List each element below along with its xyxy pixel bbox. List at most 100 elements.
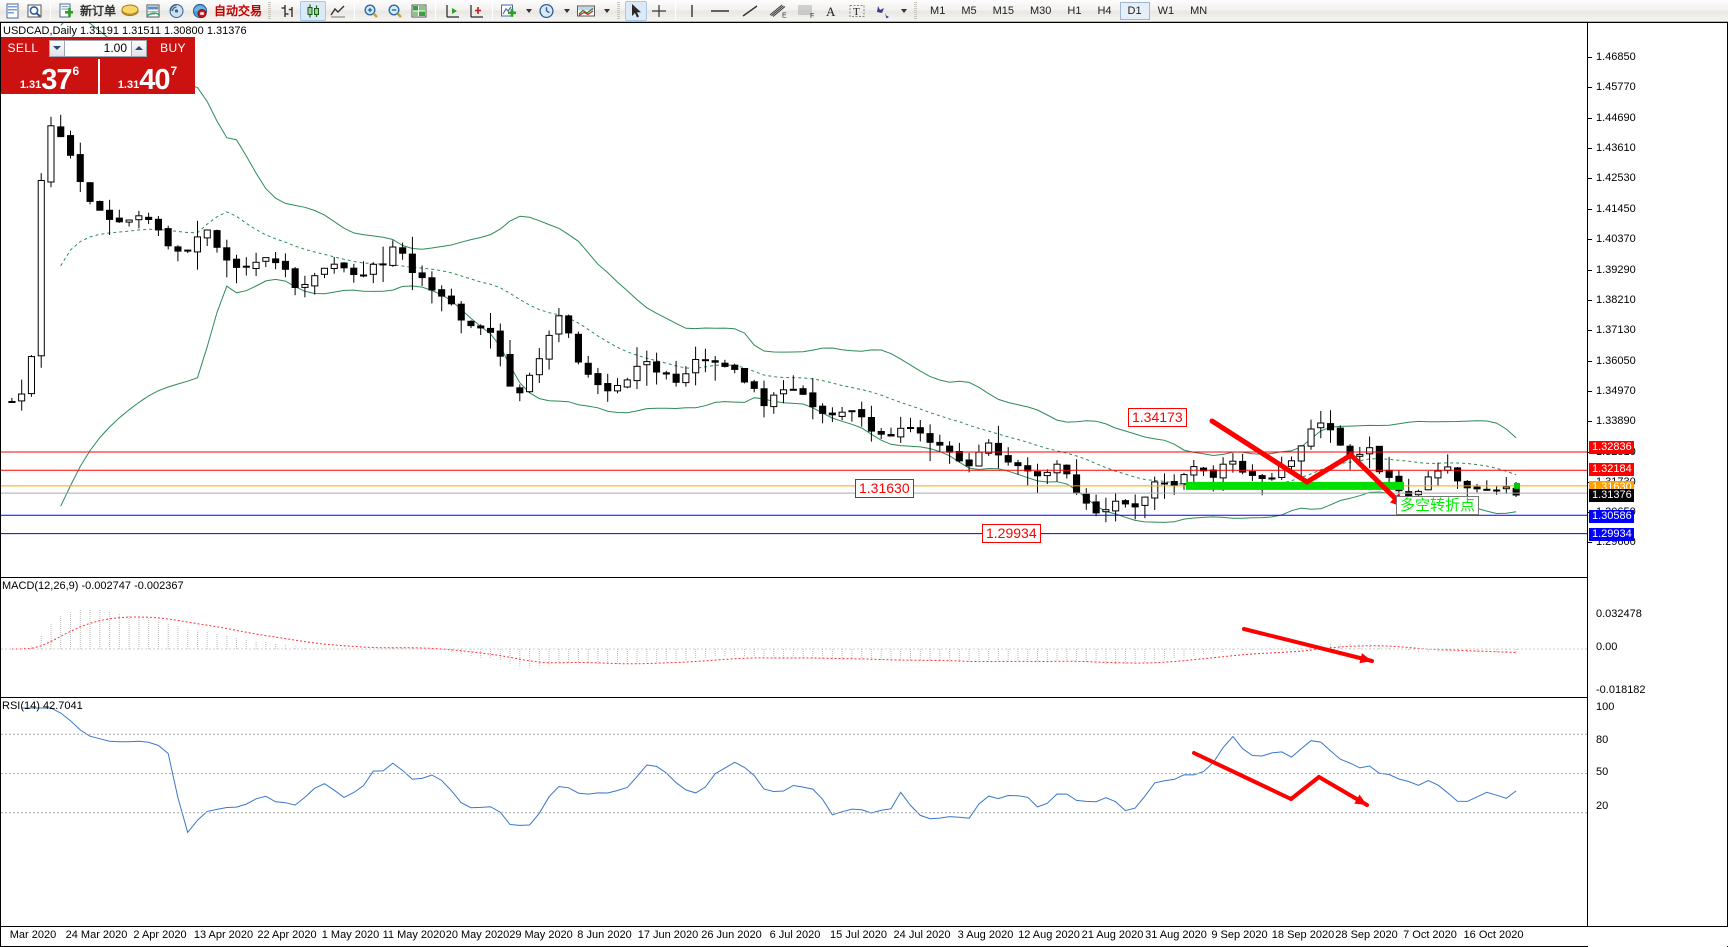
auto-trading-label[interactable]: 自动交易 (214, 4, 263, 18)
auto-trading-icon[interactable] (188, 1, 212, 21)
macd-pane[interactable]: MACD(12,26,9) -0.002747 -0.002367 (1, 579, 1588, 696)
objects-dropdown-icon[interactable] (896, 1, 910, 21)
auto-scroll-icon[interactable] (464, 1, 488, 21)
buy-price[interactable]: 1.31 40 7 (98, 59, 195, 94)
one-click-trading-panel[interactable]: SELL 1.00 BUY 1.31 37 6 1.31 40 7 (1, 37, 195, 94)
candle-body (907, 427, 915, 429)
data-window-icon[interactable] (142, 1, 165, 21)
timeframe-d1[interactable]: D1 (1119, 1, 1150, 20)
timeframe-h1[interactable]: H1 (1067, 4, 1082, 17)
candle-body (18, 393, 26, 402)
rsi-pane[interactable]: RSI(14) 42.7041 (1, 699, 1588, 927)
timeframe-mn[interactable]: MN (1190, 4, 1208, 17)
candle-body (877, 431, 885, 435)
new-order-icon[interactable] (55, 1, 78, 21)
period-dropdown-icon[interactable] (559, 1, 573, 21)
templates-dropdown-icon[interactable] (599, 1, 613, 21)
candle-body (731, 364, 739, 370)
time-tick: 28 Sep 2020 (1335, 929, 1398, 941)
candle-body (1336, 427, 1344, 446)
price-label-131630[interactable]: 1.31630 (855, 479, 914, 498)
timeframe-m15[interactable]: M15 (992, 4, 1014, 17)
candle-body (233, 258, 241, 268)
horizontal-line-icon[interactable] (704, 1, 736, 21)
price-scale[interactable]: 1.46850 1.45770 1.44690 1.43610 1.42530 1.414… (1587, 23, 1727, 947)
sell-price-prefix: 1.31 (19, 79, 42, 91)
time-tick: 11 May 2020 (382, 929, 446, 941)
candle-body (975, 451, 983, 467)
candle-body (262, 257, 270, 262)
price-label-129934[interactable]: 1.29934 (982, 524, 1041, 543)
candle-body (604, 383, 612, 392)
support-zone-band[interactable] (1186, 481, 1404, 490)
trendline-icon[interactable] (736, 1, 764, 21)
fibonacci-icon[interactable]: F (792, 1, 820, 21)
timeframe-m1[interactable]: M1 (930, 4, 946, 17)
timeframe-h4[interactable]: H4 (1097, 4, 1112, 17)
timeframe-m30[interactable]: M30 (1030, 4, 1052, 17)
new-chart-dropdown-icon[interactable] (521, 1, 535, 21)
candle-body (135, 215, 143, 221)
pane-separator-2 (1, 697, 1728, 698)
bollinger-band (60, 23, 1517, 457)
volume-decrease-button[interactable] (50, 40, 65, 56)
line-chart-icon[interactable] (326, 1, 350, 21)
timeframe-m5[interactable]: M5 (961, 4, 977, 17)
candle-body (213, 230, 221, 248)
templates-icon[interactable] (573, 1, 599, 21)
signals-icon[interactable] (165, 1, 188, 21)
sell-price[interactable]: 1.31 37 6 (1, 59, 98, 94)
uptrend-leg-1[interactable] (1304, 452, 1354, 485)
period-icon[interactable] (535, 1, 559, 21)
sell-button[interactable]: SELL (1, 37, 45, 59)
candle-body (1024, 465, 1032, 472)
buy-button[interactable]: BUY (151, 37, 195, 59)
candle-body (1375, 445, 1383, 473)
chart-window[interactable]: USDCAD,Daily 1.31191 1.31511 1.30800 1.3… (0, 22, 1728, 947)
time-scale[interactable]: Mar 2020 24 Mar 2020 2 Apr 2020 13 Apr 2020… (1, 926, 1728, 946)
candle-body (770, 394, 778, 408)
rsi-downtrend-leg-1[interactable] (1192, 751, 1293, 801)
volume-value[interactable]: 1.00 (103, 40, 127, 55)
toolbar-separator-3 (435, 1, 437, 20)
crosshair-icon[interactable] (647, 1, 671, 21)
equidistant-channel-icon[interactable]: E (764, 1, 792, 21)
rsi-downtrend-arrow[interactable] (1317, 775, 1369, 807)
new-order-label[interactable]: 新订单 (80, 4, 117, 18)
candle-body (1287, 460, 1296, 467)
turning-point-note[interactable]: 多空转折点 (1396, 496, 1480, 515)
text-box-icon[interactable]: T (844, 1, 870, 21)
candle-body (438, 289, 446, 297)
zoom-out-icon[interactable] (383, 1, 407, 21)
price-tick: 1.46850 (1588, 51, 1636, 63)
volume-increase-button[interactable] (131, 40, 146, 56)
expert-advisors-icon[interactable] (118, 1, 142, 21)
price-pane[interactable] (1, 23, 1588, 576)
zoom-in-icon[interactable] (359, 1, 383, 21)
objects-icon[interactable] (870, 1, 896, 21)
chart-shift-icon[interactable] (440, 1, 464, 21)
candle-body (1102, 509, 1110, 513)
terminal-icon[interactable] (2, 1, 24, 21)
market-watch-icon[interactable] (24, 1, 46, 21)
time-tick: 17 Jun 2020 (637, 929, 699, 941)
text-label-icon[interactable]: A (820, 1, 844, 21)
toolbar-grip-2[interactable] (616, 1, 623, 20)
toolbar-grip[interactable] (267, 1, 274, 20)
cursor-icon[interactable] (625, 0, 648, 21)
timeframe-bar: M1 M5 M15 M30 H1 H4 D1 W1 MN (922, 1, 1215, 20)
candle-body (643, 361, 651, 366)
macd-downtrend-arrow[interactable] (1242, 627, 1374, 664)
timeframe-w1[interactable]: W1 (1157, 4, 1175, 17)
candle-body (320, 267, 328, 275)
candle-body (574, 333, 583, 363)
toolbar-grip-3[interactable] (913, 1, 920, 20)
new-chart-icon[interactable] (497, 1, 521, 21)
vertical-line-icon[interactable] (680, 1, 704, 21)
rsi-uptrend-leg-1[interactable] (1289, 775, 1321, 801)
bar-chart-icon[interactable] (276, 1, 300, 21)
price-label-134173[interactable]: 1.34173 (1128, 408, 1187, 427)
indicators-icon[interactable] (407, 1, 431, 21)
downtrend-leg-1[interactable] (1209, 418, 1310, 485)
candlestick-chart-icon[interactable] (300, 0, 327, 21)
